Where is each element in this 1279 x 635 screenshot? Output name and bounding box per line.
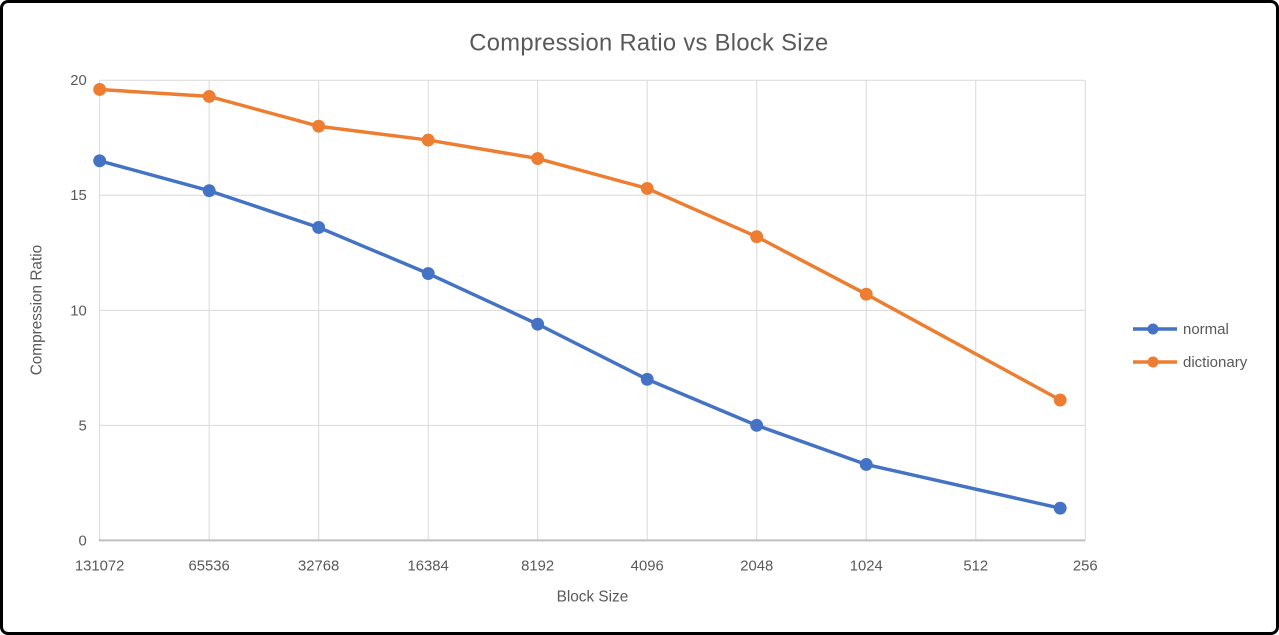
y-tick-label: 15 bbox=[70, 188, 87, 204]
x-axis-title: Block Size bbox=[557, 588, 629, 605]
point-dictionary-4096 bbox=[640, 181, 654, 195]
y-axis-title: Compression Ratio bbox=[29, 245, 46, 375]
x-tick-label: 4096 bbox=[631, 559, 664, 575]
point-dictionary-300 bbox=[1053, 393, 1067, 407]
y-tick-label: 5 bbox=[79, 418, 87, 434]
x-tick-label: 512 bbox=[963, 559, 988, 575]
legend-item-normal: normal bbox=[1133, 319, 1247, 339]
chart-title: Compression Ratio vs Block Size bbox=[469, 30, 828, 57]
x-tick-label: 65536 bbox=[189, 559, 230, 575]
x-tick-label: 16384 bbox=[408, 559, 449, 575]
line-chart: 0 5 10 15 20 131072 65536 32768 16384 8192 4096 204… bbox=[29, 30, 1098, 606]
x-tick-label: 256 bbox=[1073, 559, 1098, 575]
series-line-dictionary bbox=[99, 87, 1062, 402]
point-normal-16384 bbox=[421, 267, 435, 280]
x-tick-label: 131072 bbox=[75, 559, 125, 575]
legend-marker-normal bbox=[1133, 323, 1177, 335]
point-dictionary-2048 bbox=[750, 230, 764, 244]
legend-marker-dot bbox=[1147, 356, 1159, 368]
grid-layer bbox=[98, 79, 1086, 542]
point-dictionary-8192 bbox=[531, 152, 545, 165]
x-tick-label: 32768 bbox=[298, 559, 339, 575]
point-normal-300 bbox=[1053, 501, 1067, 515]
point-normal-1024 bbox=[859, 458, 873, 471]
point-normal-131072 bbox=[93, 154, 107, 168]
tick-label-layer: 0 5 10 15 20 131072 65536 32768 16384 8192 4096 204… bbox=[70, 73, 1097, 574]
chart-legend: normal dictionary bbox=[1133, 319, 1247, 372]
legend-marker-dictionary bbox=[1133, 356, 1177, 368]
legend-item-dictionary: dictionary bbox=[1133, 352, 1247, 372]
point-normal-32768 bbox=[312, 221, 326, 234]
point-dictionary-32768 bbox=[312, 119, 326, 133]
x-tick-label: 8192 bbox=[521, 559, 554, 575]
point-normal-8192 bbox=[531, 317, 545, 331]
y-tick-label: 10 bbox=[70, 303, 87, 319]
point-dictionary-16384 bbox=[421, 133, 435, 147]
point-normal-4096 bbox=[640, 372, 654, 386]
series-line-normal bbox=[99, 159, 1061, 510]
legend-marker-dot bbox=[1147, 323, 1159, 335]
legend-label-normal: normal bbox=[1183, 320, 1229, 338]
y-tick-label: 0 bbox=[79, 533, 87, 549]
point-normal-2048 bbox=[750, 418, 764, 432]
y-tick-label: 20 bbox=[70, 73, 87, 89]
x-tick-label: 2048 bbox=[740, 559, 773, 575]
series-layer bbox=[93, 83, 1067, 515]
point-dictionary-65536 bbox=[202, 89, 216, 103]
legend-label-dictionary: dictionary bbox=[1183, 353, 1248, 371]
point-dictionary-131072 bbox=[93, 83, 107, 96]
point-dictionary-1024 bbox=[859, 287, 873, 301]
point-normal-65536 bbox=[202, 184, 216, 198]
x-tick-label: 1024 bbox=[850, 559, 883, 575]
